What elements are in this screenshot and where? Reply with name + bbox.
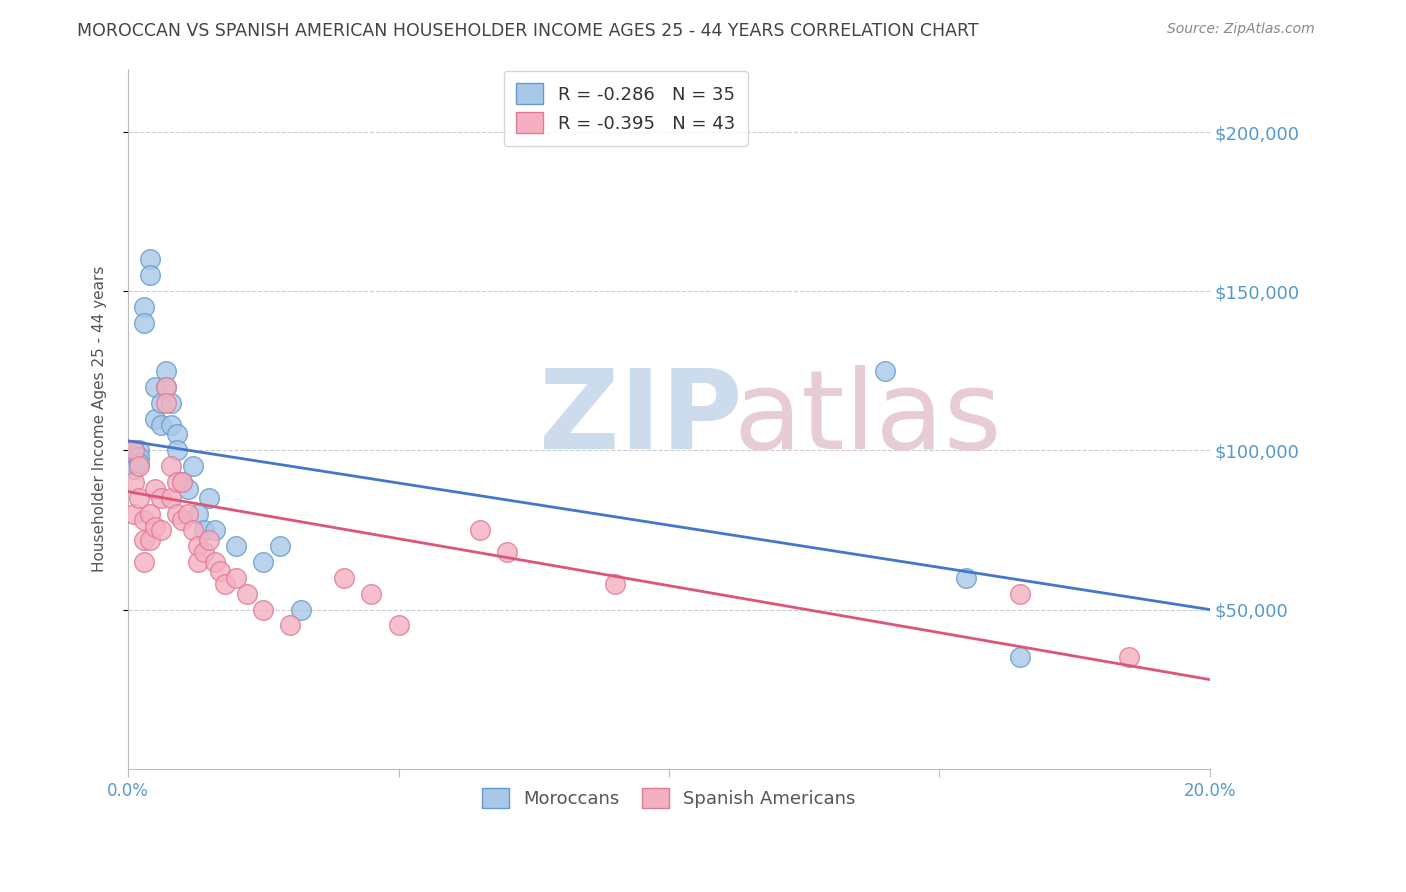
Point	[160, 491, 183, 505]
Point	[468, 523, 491, 537]
Point	[193, 523, 215, 537]
Point	[160, 417, 183, 432]
Point	[160, 395, 183, 409]
Point	[128, 443, 150, 458]
Point	[128, 456, 150, 470]
Point	[122, 456, 145, 470]
Point	[128, 450, 150, 464]
Point	[225, 571, 247, 585]
Point	[166, 427, 188, 442]
Point	[139, 252, 162, 267]
Point	[252, 555, 274, 569]
Point	[122, 507, 145, 521]
Point	[134, 300, 156, 314]
Point	[603, 577, 626, 591]
Point	[149, 417, 172, 432]
Point	[122, 462, 145, 476]
Point	[181, 459, 204, 474]
Point	[139, 533, 162, 547]
Point	[1118, 650, 1140, 665]
Point	[139, 268, 162, 283]
Point	[187, 507, 209, 521]
Point	[269, 539, 291, 553]
Point	[955, 571, 977, 585]
Point	[875, 364, 897, 378]
Point	[166, 443, 188, 458]
Point	[176, 507, 198, 521]
Point	[149, 395, 172, 409]
Point	[280, 618, 302, 632]
Point	[155, 380, 177, 394]
Point	[143, 380, 166, 394]
Point	[172, 475, 194, 490]
Point	[360, 586, 382, 600]
Point	[122, 443, 145, 458]
Text: atlas: atlas	[734, 365, 1002, 472]
Point	[187, 555, 209, 569]
Point	[290, 602, 312, 616]
Point	[122, 443, 145, 458]
Point	[209, 565, 232, 579]
Point	[134, 555, 156, 569]
Point	[155, 380, 177, 394]
Point	[252, 602, 274, 616]
Point	[204, 555, 226, 569]
Point	[155, 395, 177, 409]
Point	[1010, 650, 1032, 665]
Point	[181, 523, 204, 537]
Point	[134, 316, 156, 330]
Point	[236, 586, 259, 600]
Point	[128, 491, 150, 505]
Point	[225, 539, 247, 553]
Text: ZIP: ZIP	[538, 365, 742, 472]
Point	[166, 507, 188, 521]
Point	[204, 523, 226, 537]
Legend: Moroccans, Spanish Americans: Moroccans, Spanish Americans	[475, 780, 863, 815]
Point	[143, 411, 166, 425]
Point	[160, 459, 183, 474]
Point	[495, 545, 517, 559]
Point	[387, 618, 409, 632]
Point	[149, 523, 172, 537]
Point	[149, 491, 172, 505]
Y-axis label: Householder Income Ages 25 - 44 years: Householder Income Ages 25 - 44 years	[93, 266, 107, 572]
Point	[198, 491, 221, 505]
Point	[1010, 586, 1032, 600]
Point	[134, 533, 156, 547]
Point	[176, 482, 198, 496]
Point	[143, 520, 166, 534]
Point	[172, 513, 194, 527]
Point	[128, 459, 150, 474]
Point	[214, 577, 236, 591]
Point	[122, 450, 145, 464]
Point	[166, 475, 188, 490]
Point	[122, 475, 145, 490]
Point	[198, 533, 221, 547]
Text: MOROCCAN VS SPANISH AMERICAN HOUSEHOLDER INCOME AGES 25 - 44 YEARS CORRELATION C: MOROCCAN VS SPANISH AMERICAN HOUSEHOLDER…	[77, 22, 979, 40]
Point	[143, 482, 166, 496]
Point	[333, 571, 356, 585]
Point	[193, 545, 215, 559]
Point	[172, 475, 194, 490]
Point	[134, 513, 156, 527]
Text: Source: ZipAtlas.com: Source: ZipAtlas.com	[1167, 22, 1315, 37]
Point	[155, 364, 177, 378]
Point	[139, 507, 162, 521]
Point	[187, 539, 209, 553]
